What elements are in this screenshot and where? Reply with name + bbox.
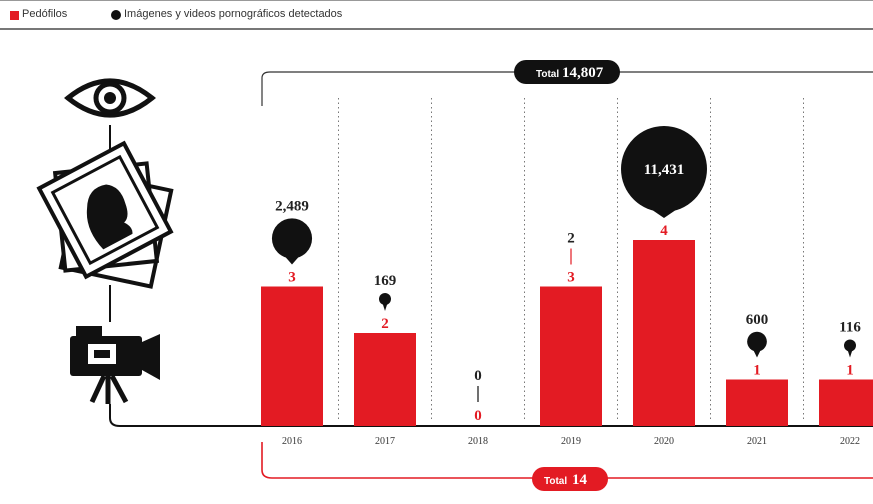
year-label: 2020	[654, 436, 674, 447]
video-camera-icon	[70, 326, 160, 404]
year-label: 2017	[375, 436, 395, 447]
legend-black-swatch	[111, 10, 121, 20]
image-count-marker	[844, 339, 856, 352]
bar-pedofilos	[726, 379, 788, 426]
baseline	[109, 404, 873, 427]
red-value-label: 0	[474, 408, 482, 424]
image-count-marker-pointer	[847, 350, 853, 358]
image-count-marker-pointer	[284, 256, 300, 265]
red-value-label: 4	[660, 223, 668, 239]
year-label: 2019	[561, 436, 581, 447]
bar-pedofilos	[354, 333, 416, 426]
legend-red-label: Pedófilos	[22, 8, 68, 20]
total-badge-black: Total 14,807	[514, 60, 620, 84]
black-value-label: 169	[374, 273, 397, 289]
red-value-label: 1	[846, 363, 854, 379]
image-count-marker	[379, 293, 391, 305]
image-count-marker	[271, 218, 313, 259]
total-black-value: 14,807	[562, 65, 604, 81]
image-count-marker	[621, 126, 707, 212]
red-value-label: 1	[753, 363, 761, 379]
bar-pedofilos	[540, 286, 602, 426]
red-value-label: 3	[567, 270, 575, 286]
total-red-value: 14	[572, 472, 588, 488]
black-value-label: 2,489	[275, 198, 309, 214]
red-value-label: 3	[288, 270, 296, 286]
legend-red-swatch	[10, 11, 19, 20]
image-count-marker-pointer	[753, 350, 761, 358]
chart: Total 14,807 Total 14 201632,48920172169…	[36, 60, 873, 491]
total-black-label: Total	[536, 69, 559, 80]
total-red-label: Total	[544, 476, 567, 487]
year-label: 2022	[840, 436, 860, 447]
total-bracket-red	[261, 442, 873, 479]
total-bracket-black	[261, 71, 873, 106]
year-label: 2018	[468, 436, 488, 447]
black-value-label: 600	[746, 312, 769, 328]
black-value-label: 2	[567, 231, 575, 247]
image-count-marker-pointer	[382, 304, 388, 311]
legend: Pedófilos Imágenes y videos pornográfico…	[0, 0, 873, 30]
total-badge-red: Total 14	[532, 467, 608, 491]
year-label: 2021	[747, 436, 767, 447]
bar-pedofilos	[261, 286, 323, 426]
black-value-label: 116	[839, 320, 861, 336]
red-value-label: 2	[381, 316, 389, 332]
bar-pedofilos	[819, 379, 873, 426]
image-count-marker	[747, 331, 767, 352]
year-label: 2016	[282, 436, 302, 447]
eye-icon	[64, 78, 156, 118]
black-value-label: 11,431	[644, 162, 684, 178]
legend-black-label: Imágenes y videos pornográficos detectad…	[124, 8, 343, 20]
photo-stack-icon	[36, 140, 174, 289]
black-value-label: 0	[474, 368, 482, 384]
bar-pedofilos	[633, 240, 695, 426]
